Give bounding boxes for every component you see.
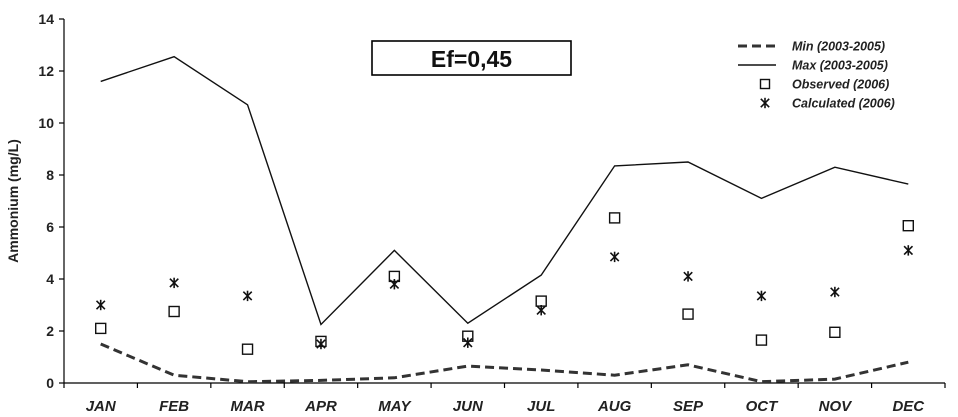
calculated-marker	[903, 245, 914, 256]
y-tick-label: 12	[38, 63, 54, 79]
y-tick-label: 2	[46, 323, 54, 339]
observed-marker	[755, 334, 768, 346]
series-0	[100, 342, 909, 384]
x-tick-label: MAY	[378, 398, 412, 415]
y-axis-label: Ammonium (mg/L)	[5, 139, 21, 263]
efficiency-annotation: Ef=0,45	[371, 40, 572, 76]
legend: Min (2003-2005) Max (2003-2005) Observed (…	[738, 40, 895, 111]
y-tick-label: 8	[46, 167, 54, 183]
observed-marker	[902, 219, 914, 232]
legend-label: Min (2003-2005)	[792, 40, 885, 54]
x-tick-label: AUG	[597, 398, 632, 415]
observed-marker	[608, 212, 621, 224]
series-layer	[95, 55, 914, 384]
x-tick-label: NOV	[819, 398, 854, 415]
min-line	[100, 342, 909, 384]
legend-label: Max (2003-2005)	[792, 59, 888, 73]
observed-marker	[95, 322, 107, 335]
x-tick-label: SEP	[673, 398, 704, 415]
calculated-marker	[242, 290, 253, 302]
legend-swatch-observed	[759, 78, 771, 90]
y-tick-label: 0	[46, 375, 54, 391]
calculated-marker	[95, 299, 106, 311]
x-tick-label: MAR	[230, 398, 264, 415]
calculated-marker	[756, 290, 767, 302]
series-2	[95, 212, 914, 355]
calculated-marker	[609, 251, 620, 263]
x-tick-label: JUN	[453, 398, 484, 415]
x-tick-label: FEB	[159, 398, 189, 415]
observed-marker	[241, 343, 254, 355]
observed-marker	[168, 305, 180, 318]
calculated-marker	[389, 279, 400, 290]
observed-marker	[829, 326, 841, 338]
legend-swatch-calculated	[760, 97, 770, 109]
series-3	[95, 245, 914, 350]
x-tick-label: JAN	[86, 398, 117, 415]
series-1	[100, 55, 909, 326]
observed-marker	[535, 295, 547, 307]
efficiency-text: Ef=0,45	[431, 46, 512, 72]
calculated-marker	[463, 337, 473, 348]
y-tick-label: 10	[38, 115, 54, 131]
observed-marker	[682, 308, 694, 320]
y-axis-ticks: 0 2 4 6 8 10 12 14	[38, 11, 64, 391]
calculated-marker	[536, 305, 546, 316]
calculated-marker	[830, 286, 840, 298]
efficiency-box	[371, 40, 572, 76]
max-line	[100, 55, 909, 326]
x-tick-label: APR	[304, 398, 337, 415]
legend-label: Observed (2006)	[792, 78, 889, 92]
x-tick-label: JUL	[527, 398, 555, 415]
y-tick-label: 6	[46, 219, 54, 235]
y-tick-label: 14	[38, 11, 54, 27]
y-tick-label: 4	[46, 271, 54, 287]
calculated-marker	[316, 338, 326, 350]
legend-label: Calculated (2006)	[792, 97, 895, 111]
x-tick-label: DEC	[892, 398, 925, 415]
x-tick-label: OCT	[746, 398, 780, 415]
calculated-marker	[169, 277, 179, 289]
x-axis-ticks: JAN FEB MAR APR MAY JUN JUL AUG SEP OCT NOV DEC	[63, 383, 946, 415]
calculated-marker	[683, 271, 693, 282]
